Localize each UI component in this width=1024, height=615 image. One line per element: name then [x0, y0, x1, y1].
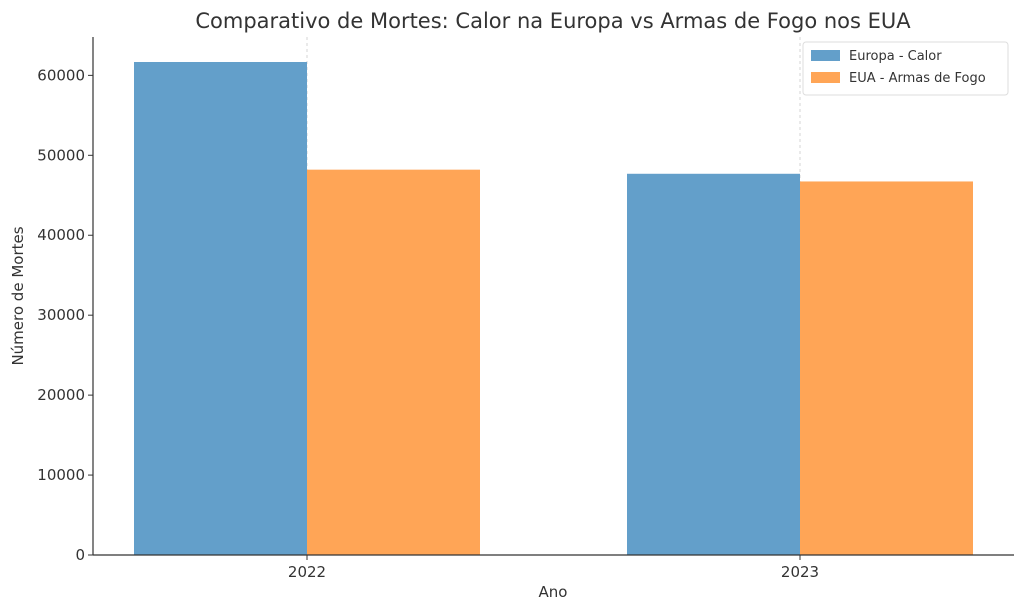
bar-eua-armas-de-fogo-2023 [800, 181, 973, 555]
legend-label: EUA - Armas de Fogo [849, 71, 986, 86]
legend-swatch [811, 50, 840, 61]
legend-swatch [811, 72, 840, 83]
bar-europa-calor-2023 [627, 173, 800, 555]
y-tick-label: 0 [75, 546, 85, 564]
bar-europa-calor-2022 [134, 62, 307, 555]
x-tick-label: 2023 [781, 563, 819, 581]
x-tick-label: 2022 [288, 563, 326, 581]
y-tick-label: 30000 [37, 306, 85, 324]
y-tick-label: 20000 [37, 386, 85, 404]
axes-layer: 0 10000 20000 30000 40000 50000 60000 2022 2023 [37, 37, 1014, 581]
y-tick-label: 10000 [37, 466, 85, 484]
y-axis-title: Número de Mortes [9, 226, 27, 365]
y-tick-label: 40000 [37, 226, 85, 244]
bars-layer [134, 62, 973, 555]
y-tick-label: 50000 [37, 146, 85, 164]
legend-label: Europa - Calor [849, 49, 942, 64]
bar-eua-armas-de-fogo-2022 [307, 169, 480, 555]
chart-title: Comparativo de Mortes: Calor na Europa v… [195, 9, 911, 33]
x-axis-title: Ano [539, 583, 568, 601]
legend: Europa - Calor EUA - Armas de Fogo [802, 41, 1009, 96]
y-tick-label: 60000 [37, 66, 85, 84]
legend-box [802, 41, 1009, 96]
